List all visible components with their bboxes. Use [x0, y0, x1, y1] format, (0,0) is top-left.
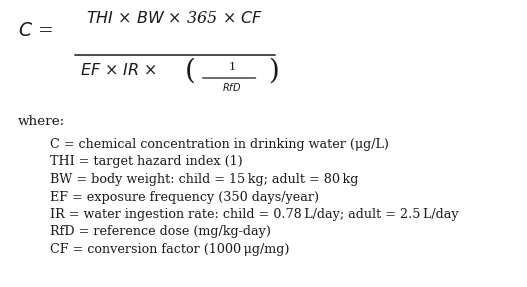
Text: IR = water ingestion rate: child = 0.78 L/day; adult = 2.5 L/day: IR = water ingestion rate: child = 0.78 …	[50, 208, 458, 221]
Text: where:: where:	[18, 115, 65, 128]
Text: 1: 1	[228, 62, 236, 72]
Text: BW = body weight: child = 15 kg; adult = 80 kg: BW = body weight: child = 15 kg; adult =…	[50, 173, 358, 186]
Text: EF = exposure frequency (350 days/year): EF = exposure frequency (350 days/year)	[50, 191, 319, 203]
Text: C = chemical concentration in drinking water (μg/L): C = chemical concentration in drinking w…	[50, 138, 389, 151]
Text: RfD = reference dose (mg/kg-day): RfD = reference dose (mg/kg-day)	[50, 226, 271, 238]
Text: THI = target hazard index (1): THI = target hazard index (1)	[50, 156, 243, 168]
Text: =: =	[38, 22, 54, 40]
Text: $\mathit{THI}$ × $\mathit{BW}$ × 365 × $\mathit{CF}$: $\mathit{THI}$ × $\mathit{BW}$ × 365 × $…	[86, 10, 264, 27]
Text: $\mathit{C}$: $\mathit{C}$	[18, 22, 33, 40]
Text: (: (	[185, 58, 196, 85]
Text: ): )	[268, 58, 279, 85]
Text: $\mathit{RfD}$: $\mathit{RfD}$	[222, 81, 241, 93]
Text: CF = conversion factor (1000 μg/mg): CF = conversion factor (1000 μg/mg)	[50, 243, 289, 256]
Text: $\mathit{EF}$ × $\mathit{IR}$ ×: $\mathit{EF}$ × $\mathit{IR}$ ×	[80, 62, 157, 79]
